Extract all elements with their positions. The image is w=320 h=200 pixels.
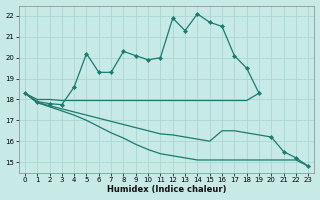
X-axis label: Humidex (Indice chaleur): Humidex (Indice chaleur): [107, 185, 226, 194]
